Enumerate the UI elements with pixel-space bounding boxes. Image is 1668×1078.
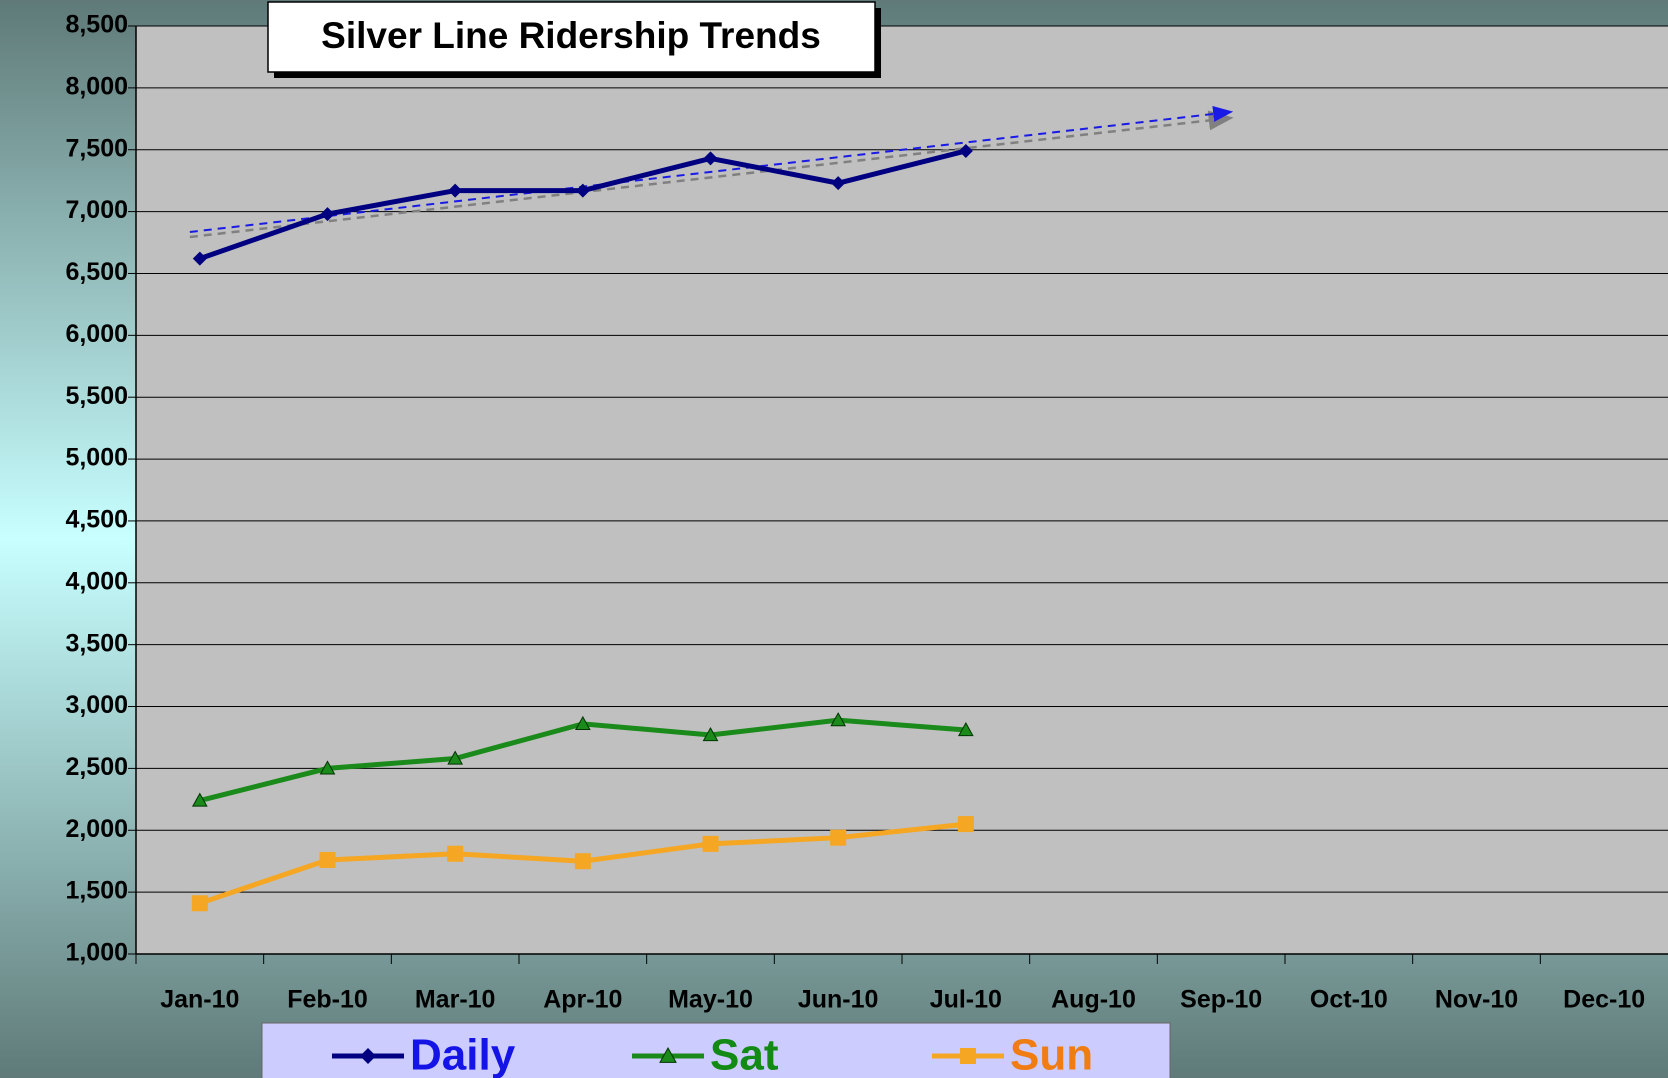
marker [830,829,847,846]
plot-layer [128,25,1668,964]
y-tick-label: 7,500 [65,134,128,162]
plot-area [136,26,1668,954]
marker [831,176,846,191]
y-tick-label: 5,500 [65,382,128,410]
marker [192,251,207,266]
marker [448,183,463,198]
x-tick-label: Oct-10 [1310,986,1388,1014]
legend-marker [960,1048,976,1064]
legend-label: Daily [410,1031,516,1078]
y-tick-label: 8,000 [65,72,128,100]
x-tick-label: Jul-10 [930,986,1002,1014]
x-tick-label: Jun-10 [798,986,879,1014]
y-tick-label: 1,500 [65,877,128,905]
marker [574,853,591,870]
marker [191,792,208,807]
marker [447,750,464,765]
marker [574,715,591,730]
marker [957,722,974,737]
marker [191,895,208,912]
x-tick-label: Jan-10 [160,986,239,1014]
x-tick-label: Sep-10 [1180,986,1262,1014]
y-tick-label: 2,500 [65,753,128,781]
y-tick-label: 3,500 [65,629,128,657]
x-tick-label: Apr-10 [543,986,622,1014]
y-tick-label: 8,500 [65,11,128,39]
y-tick-label: 7,000 [65,196,128,224]
marker [575,183,590,198]
trendline [189,110,1234,239]
y-tick-label: 3,000 [65,691,128,719]
marker [703,151,718,166]
marker [702,835,719,852]
x-tick-label: Feb-10 [287,986,368,1014]
trendline-alt [189,105,1234,234]
y-tick-label: 1,000 [65,939,128,967]
y-tick-label: 4,000 [65,567,128,595]
y-tick-label: 5,000 [65,444,128,472]
title-box [267,1,876,73]
marker [320,207,335,222]
legend-marker [360,1048,376,1064]
marker [702,726,719,742]
y-tick-label: 6,500 [65,258,128,286]
y-tick-label: 6,000 [65,320,128,348]
x-tick-label: May-10 [668,986,753,1014]
marker [319,760,336,775]
x-tick-label: Nov-10 [1435,986,1518,1014]
marker [957,816,974,833]
legend-marker [659,1046,677,1063]
legend-label: Sat [710,1031,779,1078]
x-tick-label: Dec-10 [1563,986,1645,1014]
x-tick-label: Aug-10 [1051,986,1136,1014]
y-tick-label: 4,500 [65,506,128,534]
legend-label: Sun [1010,1031,1093,1078]
legend-box [261,1022,1171,1078]
marker [958,143,973,158]
marker [319,851,336,868]
marker [447,845,464,862]
marker [830,712,847,727]
chart-title: Silver Line Ridership Trends [321,15,821,56]
x-tick-label: Mar-10 [415,986,496,1014]
y-tick-label: 2,000 [65,815,128,843]
